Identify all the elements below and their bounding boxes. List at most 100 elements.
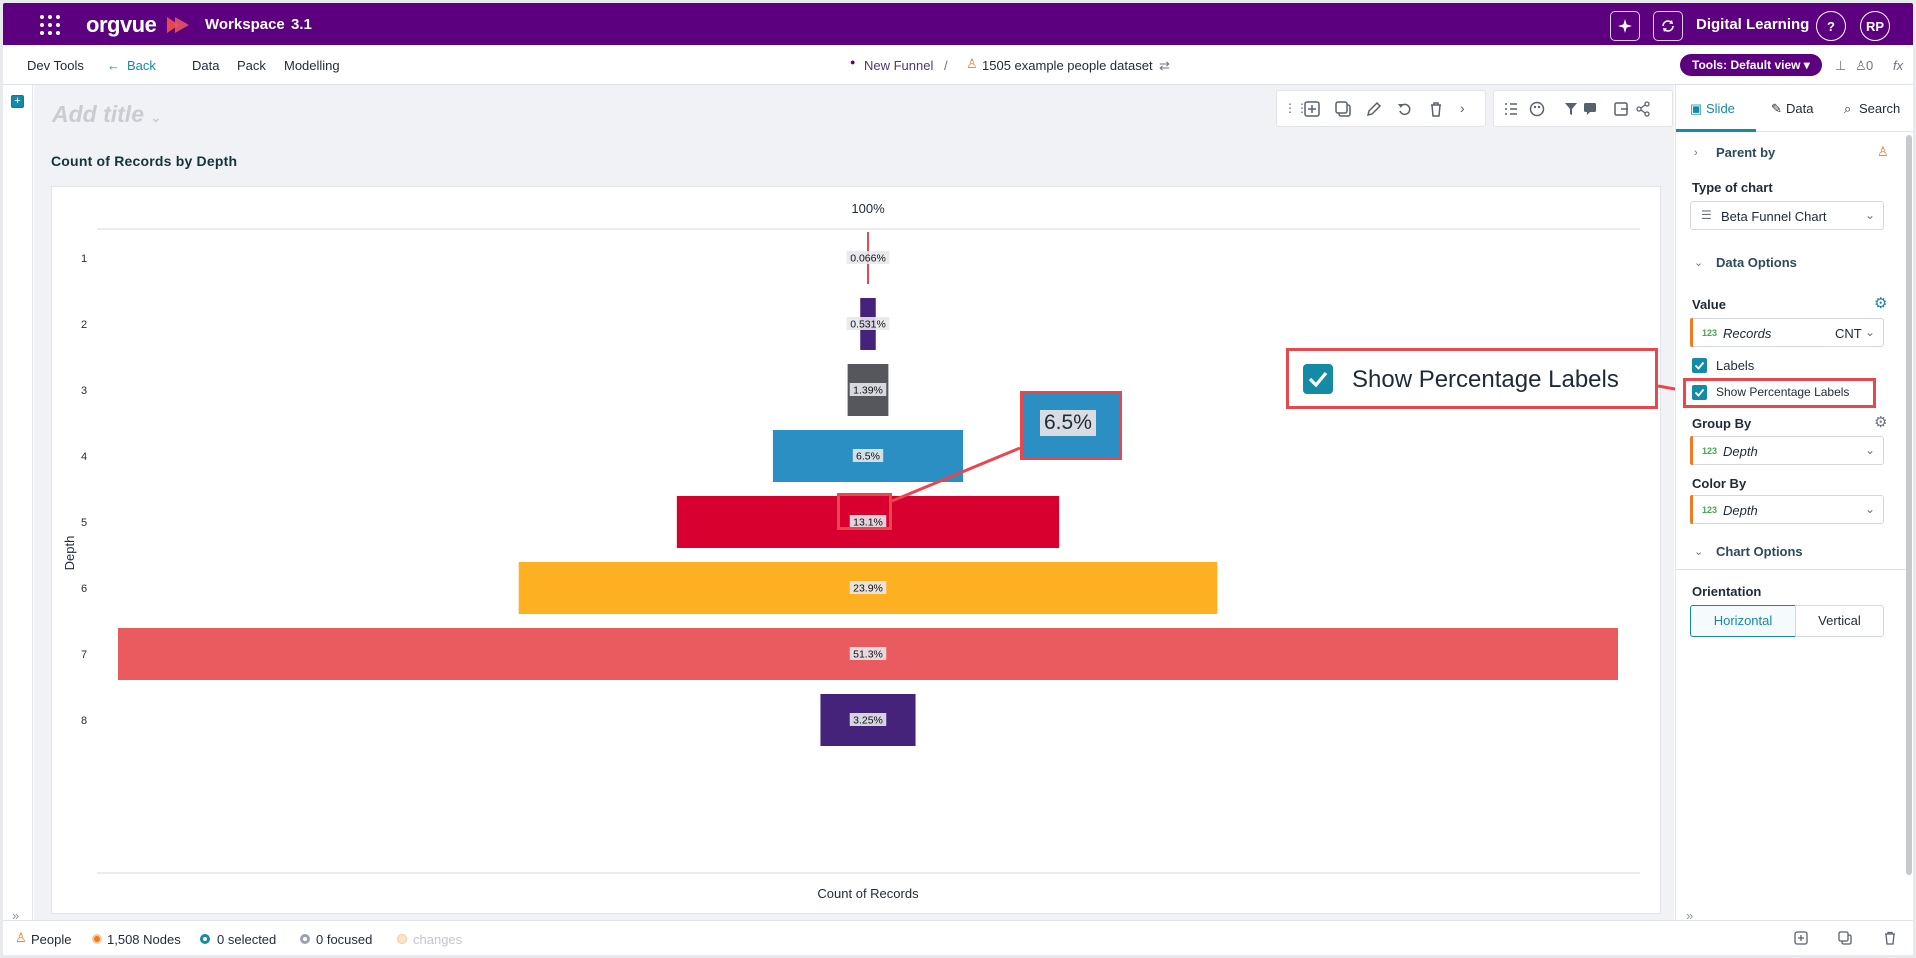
selected-count[interactable]: 0 selected	[217, 932, 277, 947]
sparkle-icon	[1618, 19, 1632, 33]
person-icon: ♙	[1877, 144, 1889, 159]
workspace-name: Workspace	[205, 16, 285, 33]
changes-label[interactable]: changes	[413, 932, 463, 947]
user-count-icon: ♙	[1855, 58, 1867, 73]
percent-label: 1.39%	[853, 385, 883, 397]
color-by-label: Color By	[1692, 476, 1747, 491]
copy-icon[interactable]	[1838, 931, 1852, 945]
sync-button[interactable]	[1653, 11, 1683, 41]
chevron-down-icon[interactable]: ⌄	[1694, 546, 1704, 558]
show-pct-checkbox[interactable]	[1692, 385, 1707, 400]
palette-icon[interactable]	[1528, 100, 1546, 118]
trash-icon[interactable]	[1883, 931, 1897, 945]
tab-slide[interactable]: Slide	[1706, 101, 1735, 116]
duplicate-icon[interactable]	[1334, 100, 1352, 118]
funnel-chart[interactable]: 100% Depth Count of Records 1 0.066% 2 0.531% 3…	[51, 186, 1661, 914]
slide-toolbar: ⋮⋮ ›	[1276, 90, 1486, 127]
tools-view-dropdown[interactable]: Tools: Default view ▾	[1680, 54, 1822, 76]
app-launcher-icon[interactable]	[40, 15, 60, 35]
left-rail: +	[3, 85, 33, 920]
group-by-label: Group By	[1692, 416, 1752, 431]
breadcrumb-dataset[interactable]: 1505 example people dataset	[982, 58, 1153, 73]
aggregation-label[interactable]: CNT	[1835, 326, 1862, 341]
status-bar: ♙ People 1,508 Nodes 0 selected 0 focuse…	[3, 920, 1913, 955]
percent-label: 23.9%	[853, 583, 883, 595]
nodes-icon	[92, 934, 102, 944]
add-title-field[interactable]: Add title ⌄	[52, 101, 162, 127]
slide-canvas: Add title ⌄ ⋮⋮ › Count of Records by Dep…	[34, 85, 1674, 920]
chevron-down-icon: ⌄	[1864, 443, 1875, 457]
nav-pack[interactable]: Pack	[237, 58, 266, 73]
nav-data[interactable]: Data	[192, 58, 220, 73]
value-label: Value	[1692, 297, 1726, 312]
percent-label-bg	[852, 449, 884, 462]
group-settings-gear-icon[interactable]: ⚙	[1874, 414, 1888, 431]
data-options-section[interactable]: Data Options	[1716, 255, 1797, 270]
comment-icon[interactable]	[1581, 100, 1599, 118]
chevron-right-icon[interactable]: ›	[1694, 147, 1698, 159]
drag-handle-icon[interactable]: ⋮⋮	[1284, 101, 1308, 115]
panel-scrollbar[interactable]	[1906, 135, 1912, 875]
expand-left-icon[interactable]: »	[12, 908, 20, 923]
dev-tools-menu[interactable]: Dev Tools	[27, 58, 84, 73]
percent-label: 0.531%	[850, 319, 886, 331]
numeric-type-icon: 123	[1702, 505, 1718, 515]
chevron-down-icon: ⌄	[1864, 325, 1875, 339]
expand-right-icon[interactable]: »	[1686, 908, 1694, 923]
add-icon[interactable]	[1794, 931, 1808, 945]
legend-icon[interactable]	[1502, 100, 1520, 118]
orientation-horizontal-button[interactable]: Horizontal	[1690, 605, 1796, 637]
ai-sparkle-button[interactable]	[1610, 11, 1640, 41]
back-link[interactable]: Back	[127, 58, 156, 73]
labels-checkbox[interactable]	[1692, 358, 1707, 373]
orientation-vertical-button[interactable]: Vertical	[1795, 605, 1884, 637]
category-tick-label: 4	[81, 451, 87, 463]
percent-label-bg	[846, 251, 890, 264]
chart-toolbar	[1493, 90, 1673, 127]
delete-icon[interactable]	[1427, 100, 1445, 118]
back-arrow-icon[interactable]: ←	[107, 58, 120, 73]
show-pct-callout-zoom: Show Percentage Labels	[1286, 348, 1658, 409]
color-by-select[interactable]: 123 Depth ⌄	[1690, 495, 1884, 524]
parent-by-section[interactable]: Parent by	[1716, 145, 1776, 160]
person-icon: ♙	[966, 56, 978, 71]
search-icon[interactable]: ⌕	[1844, 101, 1852, 116]
tab-data-icon[interactable]: ✎	[1771, 101, 1782, 116]
show-pct-callout-label: Show Percentage Labels	[1352, 366, 1619, 393]
filter-icon[interactable]	[1562, 100, 1580, 118]
focused-count[interactable]: 0 focused	[316, 932, 373, 947]
value-settings-gear-icon[interactable]: ⚙	[1874, 295, 1888, 312]
orgvue-logo: orgvue	[86, 12, 157, 37]
chart-type-select[interactable]: ☰ Beta Funnel Chart ⌄	[1690, 201, 1884, 230]
tab-slide-icon[interactable]: ▣	[1690, 101, 1703, 116]
person-icon: ♙	[15, 930, 27, 945]
chart-options-section[interactable]: Chart Options	[1716, 544, 1803, 559]
add-slide-icon[interactable]: +	[11, 95, 24, 108]
edit-pencil-icon[interactable]	[1365, 100, 1383, 118]
share-icon[interactable]	[1634, 100, 1652, 118]
tab-search[interactable]: Search	[1859, 101, 1901, 116]
nodes-count[interactable]: 1,508 Nodes	[107, 932, 181, 947]
pin-icon[interactable]: ⊥	[1835, 58, 1847, 73]
selected-icon	[200, 934, 210, 944]
chevron-down-icon[interactable]: ⌄	[1694, 257, 1704, 269]
funnel-icon: ☰	[1701, 208, 1712, 222]
group-by-select[interactable]: 123 Depth ⌄	[1690, 436, 1884, 465]
user-avatar[interactable]: RP	[1860, 11, 1890, 41]
chevron-right-icon[interactable]: ›	[1460, 100, 1465, 116]
value-field-select[interactable]: 123 Records CNT ⌄	[1690, 318, 1884, 347]
undo-icon[interactable]	[1396, 100, 1414, 118]
swap-dataset-icon[interactable]: ⇄	[1159, 58, 1170, 73]
secondary-nav: Dev Tools ← Back Data Pack Modelling ● N…	[3, 45, 1913, 85]
export-icon[interactable]	[1612, 100, 1630, 118]
people-label[interactable]: People	[31, 932, 72, 947]
help-button[interactable]: ?	[1816, 11, 1846, 41]
app-window: orgvue Workspace 3.1 Digital Learning ? …	[3, 3, 1913, 955]
formula-button[interactable]: fx	[1893, 58, 1904, 73]
breadcrumb-funnel[interactable]: New Funnel	[864, 58, 934, 73]
organisation-name[interactable]: Digital Learning	[1696, 16, 1810, 33]
percent-label-bg	[849, 713, 887, 726]
nav-modelling[interactable]: Modelling	[284, 58, 340, 73]
tab-data[interactable]: Data	[1786, 101, 1814, 116]
add-chart-icon[interactable]	[1303, 100, 1321, 118]
